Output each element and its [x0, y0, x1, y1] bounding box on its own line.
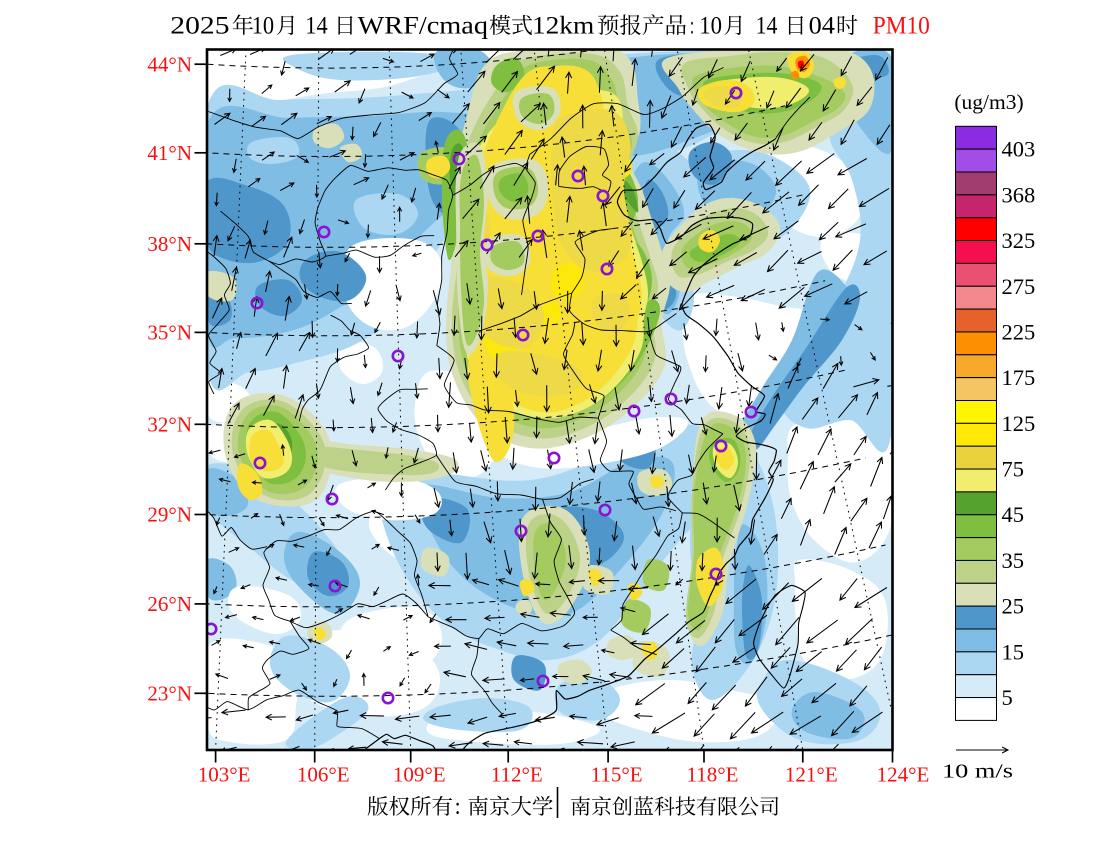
svg-text:175: 175	[1002, 365, 1036, 390]
svg-text:12km: 12km	[532, 13, 595, 40]
svg-text:325: 325	[1002, 228, 1036, 253]
svg-text:121°E: 121°E	[785, 763, 838, 787]
svg-text:275: 275	[1002, 274, 1036, 299]
svg-text:103°E: 103°E	[198, 763, 251, 787]
svg-text:35°N: 35°N	[147, 321, 192, 345]
svg-text:118°E: 118°E	[687, 763, 739, 787]
svg-text:75: 75	[1002, 457, 1025, 482]
svg-text:112°E: 112°E	[491, 763, 543, 787]
svg-text:26°N: 26°N	[147, 592, 192, 616]
svg-text:106°E: 106°E	[297, 763, 350, 787]
svg-text:32°N: 32°N	[147, 413, 192, 437]
svg-text:225: 225	[1002, 319, 1036, 344]
svg-text:35: 35	[1002, 548, 1025, 573]
svg-text:109°E: 109°E	[393, 763, 446, 787]
svg-text:124°E: 124°E	[877, 763, 930, 787]
svg-text:25: 25	[1002, 594, 1025, 619]
svg-text:41°N: 41°N	[147, 141, 192, 165]
svg-text:WRF/cmaq: WRF/cmaq	[358, 13, 489, 40]
svg-text::: :	[455, 794, 461, 820]
svg-text:403: 403	[1002, 137, 1036, 162]
svg-text:10: 10	[252, 13, 274, 40]
svg-text:125: 125	[1002, 411, 1036, 436]
svg-text:04: 04	[809, 13, 836, 40]
svg-text:(ug/m3): (ug/m3)	[954, 90, 1023, 114]
svg-text:PM10: PM10	[873, 13, 930, 40]
svg-text:45: 45	[1002, 502, 1025, 527]
svg-text:10 m/s: 10 m/s	[942, 761, 1013, 783]
svg-text:14: 14	[305, 13, 328, 40]
svg-text::: :	[690, 13, 694, 40]
svg-text:5: 5	[1002, 685, 1013, 710]
svg-text:10: 10	[699, 13, 722, 40]
svg-text:14: 14	[756, 13, 778, 40]
svg-text:2025: 2025	[170, 13, 229, 40]
svg-text:15: 15	[1002, 639, 1025, 664]
svg-text:38°N: 38°N	[147, 232, 192, 256]
svg-text:29°N: 29°N	[147, 503, 192, 527]
svg-text:368: 368	[1002, 182, 1036, 207]
svg-text:115°E: 115°E	[591, 763, 643, 787]
svg-text:23°N: 23°N	[147, 682, 192, 706]
svg-text:44°N: 44°N	[147, 52, 192, 76]
